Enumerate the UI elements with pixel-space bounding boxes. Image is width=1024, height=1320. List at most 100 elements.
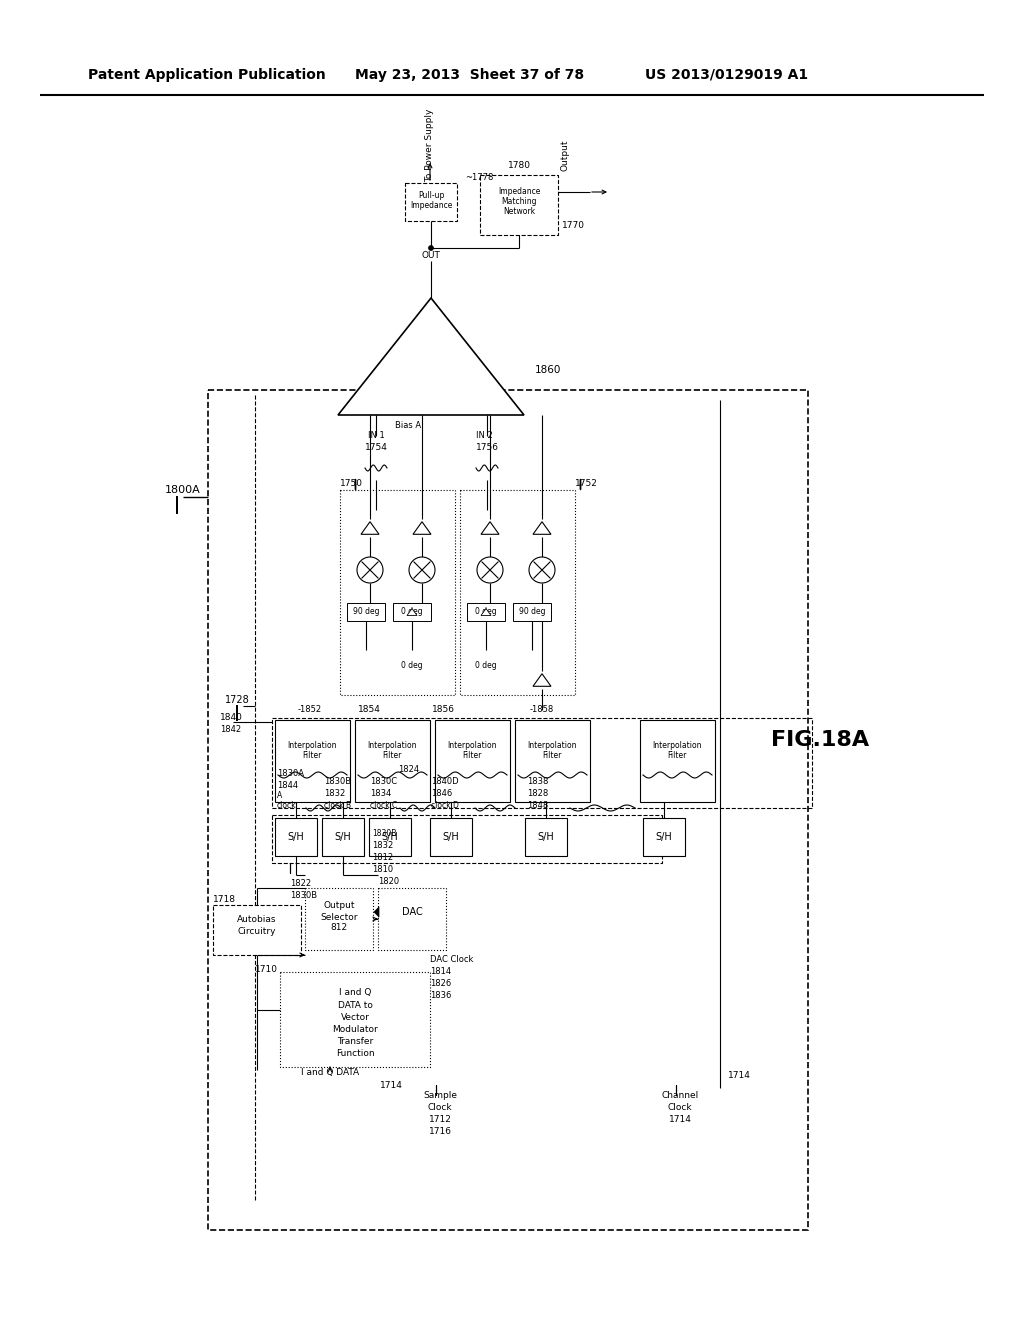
Polygon shape — [374, 907, 379, 917]
Bar — [272, 718, 812, 808]
Text: 1830B: 1830B — [372, 829, 396, 838]
Text: -1852: -1852 — [298, 705, 323, 714]
Text: Selector: Selector — [321, 912, 357, 921]
Bar — [430, 818, 472, 855]
Bar — [369, 818, 411, 855]
Text: OUT: OUT — [422, 251, 440, 260]
Text: Circuitry: Circuitry — [238, 928, 276, 936]
Text: 0 deg: 0 deg — [401, 660, 423, 669]
Text: 0 deg: 0 deg — [475, 660, 497, 669]
Text: 1854: 1854 — [358, 705, 381, 714]
Bar — [435, 719, 510, 803]
Text: Transfer: Transfer — [337, 1036, 373, 1045]
Bar — [275, 719, 350, 803]
Text: clock: clock — [278, 801, 297, 810]
Text: 1830C: 1830C — [370, 777, 397, 787]
Text: I and Q DATA: I and Q DATA — [301, 1068, 359, 1077]
Text: Autobias: Autobias — [238, 916, 276, 924]
Polygon shape — [407, 609, 417, 615]
Text: S/H: S/H — [288, 832, 304, 842]
Text: 1716: 1716 — [428, 1127, 452, 1137]
Bar — [467, 603, 505, 620]
Bar — [322, 818, 364, 855]
Text: Interpolation: Interpolation — [527, 741, 577, 750]
Bar — [406, 183, 457, 220]
Text: Interpolation: Interpolation — [447, 741, 497, 750]
Circle shape — [357, 557, 383, 583]
Text: 1840D: 1840D — [431, 777, 459, 787]
Text: 1832: 1832 — [324, 789, 345, 799]
Text: 1828: 1828 — [527, 789, 548, 799]
Text: FIG.18A: FIG.18A — [771, 730, 869, 750]
Polygon shape — [534, 521, 551, 535]
Polygon shape — [534, 673, 551, 686]
Polygon shape — [413, 521, 431, 535]
Text: DATA to: DATA to — [338, 1001, 373, 1010]
Text: 1822: 1822 — [290, 879, 311, 887]
Bar — [272, 814, 662, 863]
Text: Output: Output — [324, 902, 354, 911]
Text: 1834: 1834 — [370, 789, 391, 799]
Text: To Power Supply: To Power Supply — [426, 108, 434, 182]
Bar — [515, 719, 590, 803]
Bar — [460, 490, 575, 696]
Bar — [208, 389, 808, 1230]
Text: Network: Network — [503, 206, 536, 215]
Text: ~1778: ~1778 — [465, 173, 494, 182]
Text: 0 deg: 0 deg — [475, 607, 497, 616]
Bar — [213, 906, 301, 954]
Text: Output: Output — [560, 139, 569, 170]
Text: Bias A: Bias A — [395, 421, 421, 429]
Text: IN 1: IN 1 — [368, 432, 385, 441]
Text: 1780: 1780 — [508, 161, 530, 170]
Text: 1826: 1826 — [430, 979, 452, 989]
Text: 1728: 1728 — [225, 696, 250, 705]
Text: 90 deg: 90 deg — [519, 607, 545, 616]
Text: 1812: 1812 — [372, 854, 393, 862]
Text: 1848: 1848 — [527, 801, 548, 810]
Text: Clock: Clock — [668, 1102, 692, 1111]
Text: S/H: S/H — [335, 832, 351, 842]
Text: 1856: 1856 — [432, 705, 455, 714]
Text: 1810: 1810 — [372, 866, 393, 874]
Text: clock C: clock C — [370, 801, 397, 810]
Bar — [347, 603, 385, 620]
Text: Clock: Clock — [428, 1102, 453, 1111]
Text: Impedance: Impedance — [410, 202, 453, 210]
Polygon shape — [338, 298, 524, 414]
Text: Interpolation: Interpolation — [368, 741, 417, 750]
Bar — [525, 818, 567, 855]
Text: 1750: 1750 — [340, 479, 362, 488]
Text: 0 deg: 0 deg — [401, 607, 423, 616]
Text: 1830B: 1830B — [290, 891, 317, 900]
Text: 1718: 1718 — [213, 895, 236, 904]
Text: Filter: Filter — [462, 751, 481, 760]
Text: 1754: 1754 — [365, 444, 388, 453]
Text: 812: 812 — [331, 924, 347, 932]
Text: 1842: 1842 — [220, 726, 241, 734]
Text: 1844: 1844 — [278, 781, 298, 791]
Bar — [643, 818, 685, 855]
Bar — [355, 719, 430, 803]
Text: 90 deg: 90 deg — [352, 607, 379, 616]
Text: 1840: 1840 — [220, 714, 243, 722]
Text: IN 2: IN 2 — [476, 432, 493, 441]
Text: 1770: 1770 — [562, 220, 585, 230]
Text: Function: Function — [336, 1048, 375, 1057]
Text: Impedance: Impedance — [498, 186, 541, 195]
Circle shape — [477, 557, 503, 583]
Text: 1838: 1838 — [527, 777, 549, 787]
Text: Patent Application Publication: Patent Application Publication — [88, 69, 326, 82]
Text: S/H: S/H — [442, 832, 460, 842]
Text: 1710: 1710 — [255, 965, 278, 974]
Text: Sample: Sample — [423, 1090, 457, 1100]
Circle shape — [409, 557, 435, 583]
Text: Interpolation: Interpolation — [652, 741, 701, 750]
Text: S/H: S/H — [655, 832, 673, 842]
Polygon shape — [481, 609, 490, 615]
Text: clock D: clock D — [431, 801, 459, 810]
Bar — [305, 888, 373, 950]
Text: Channel: Channel — [662, 1090, 698, 1100]
Text: S/H: S/H — [382, 832, 398, 842]
Text: 1714: 1714 — [669, 1115, 691, 1125]
